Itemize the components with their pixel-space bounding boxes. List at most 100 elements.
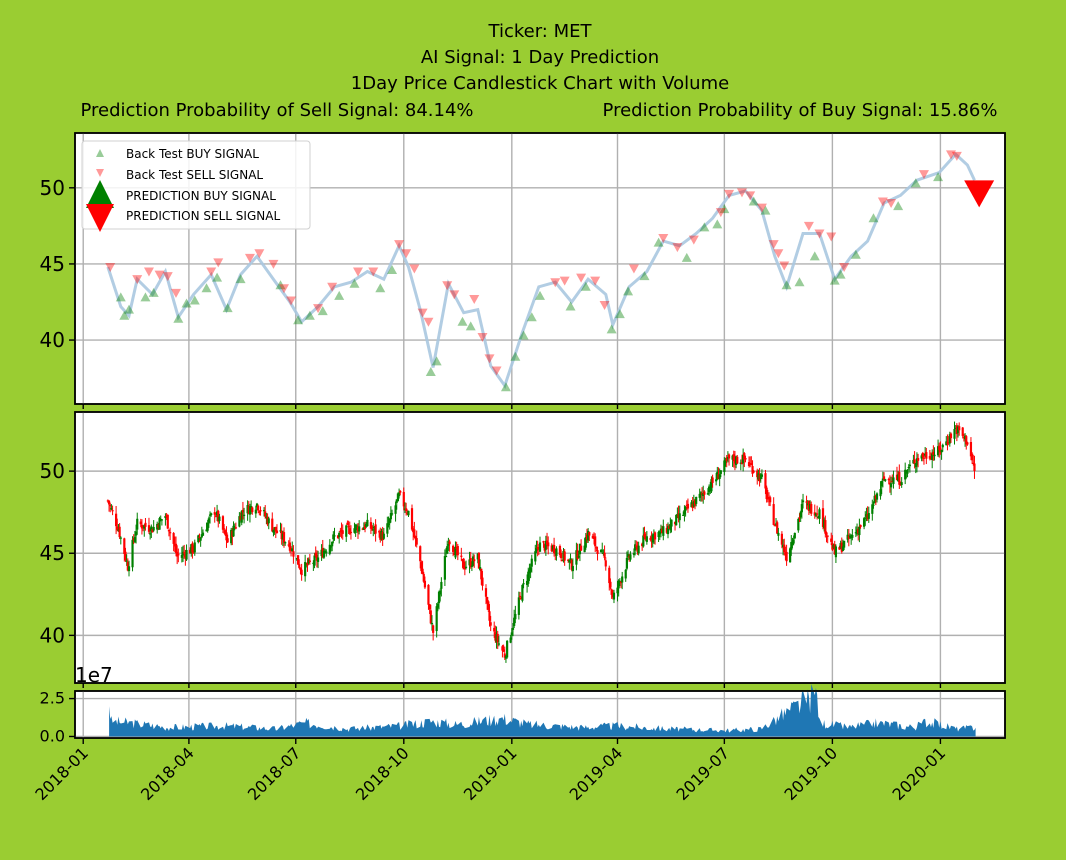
candle-body [481,577,484,586]
candle-body [133,537,136,542]
candle-body [180,554,183,558]
candle-body [882,476,886,480]
candle-body [190,544,193,554]
candle-body [731,455,734,460]
candle-body [111,510,114,512]
backtest-sell-marker [773,249,784,259]
candle-body [772,504,775,525]
candle-body [865,514,868,517]
candle-body [510,632,513,636]
backtest-buy-marker [465,321,476,331]
candle-body [601,550,604,552]
backtest-buy-marker [699,222,710,232]
backtest-sell-marker [279,284,290,294]
candle-body [435,606,438,632]
candle-body [266,516,269,525]
candle-body [275,530,279,533]
candle-body [176,551,179,557]
backtest-sell-marker [672,243,683,253]
candle-body [356,526,360,532]
backtest-sell-marker [491,366,502,376]
candle-body [341,530,344,534]
candle-body [521,585,524,601]
backtest-buy-marker [910,178,921,188]
candle-body [665,527,668,533]
candle-body [345,525,348,537]
backtest-buy-marker [933,172,944,182]
candle-body [463,567,466,570]
candle-body [340,529,343,533]
candle-body [110,508,113,510]
candle-body [439,590,442,595]
backtest-buy-marker [349,278,360,288]
candle-body [136,518,139,530]
signals-grid [75,133,1005,404]
candlestick-panel: 40 45 50 [40,411,1006,684]
candle-body [210,513,213,515]
candle-body [365,523,368,527]
candle-body [579,545,583,551]
legend-backtest-buy-label: Back Test BUY SIGNAL [126,147,259,161]
candle-body [462,558,465,570]
candle-body [643,533,646,538]
candle-body [833,544,836,555]
candle-body [134,531,138,536]
candle-body [107,500,111,505]
candle-body [874,495,877,499]
candle-body [653,532,657,540]
candle-body [513,617,516,626]
candle-body [783,544,786,553]
candle-body [452,545,455,552]
backtest-sell-marker [484,354,495,364]
candle-body [880,481,883,487]
candle-body [818,509,821,519]
legend-box [81,140,311,230]
backtest-buy-marker [119,310,130,320]
candle-body [550,545,553,552]
backtest-buy-marker [639,271,650,281]
candle-body [592,537,596,539]
candle-body [912,459,915,464]
candle-body [758,474,761,482]
candle-body [871,504,874,514]
candle-body [453,552,456,555]
candle-body [200,534,203,538]
candlestick-grid [75,412,1005,683]
candle-body [473,559,476,562]
candle-body [239,516,242,521]
candle-body [817,516,820,518]
candle-body [199,537,202,541]
candle-body [322,550,326,558]
candle-body [824,520,827,534]
candle-body [611,594,614,598]
candle-body [461,559,464,561]
candle-body [542,541,545,543]
candle-body [798,517,801,519]
backtest-sell-marker [559,276,570,286]
candle-body [767,497,771,499]
candle-body [780,533,783,545]
candle-body [223,528,226,530]
candle-body [684,506,687,511]
backtest-sell-marker [918,170,929,180]
title-chart-type: 1Day Price Candlestick Chart with Volume [351,73,729,94]
candle-body [757,473,760,480]
backtest-sell-marker [327,282,338,292]
candle-body [774,523,778,525]
candle-body [274,526,277,532]
candle-body [658,531,661,535]
candle-body [448,541,451,545]
candle-body [258,511,261,513]
candle-body [419,546,422,562]
candle-body [790,542,793,551]
backtest-sell-marker [132,275,143,285]
candle-body [677,513,680,519]
candle-body [231,530,234,538]
backtest-sell-marker [688,235,699,245]
candle-body [635,545,638,547]
candle-body [602,552,605,554]
candle-body [766,496,769,500]
legend-prediction-buy-marker [86,180,114,208]
candle-body [456,546,459,556]
backtest-buy-marker [809,251,820,261]
